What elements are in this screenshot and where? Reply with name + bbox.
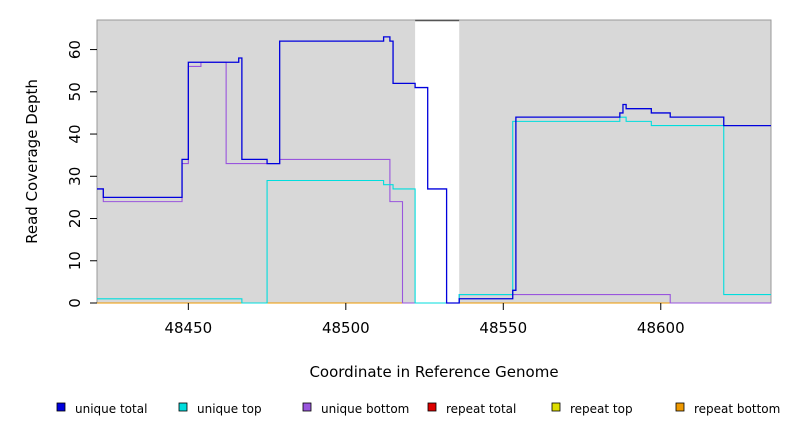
legend-label: unique top (197, 402, 262, 416)
x-tick-label: 48450 (164, 319, 212, 337)
legend-label: unique total (75, 402, 147, 416)
legend-swatch (551, 402, 561, 412)
x-tick-label: 48500 (322, 319, 370, 337)
y-tick-label: 30 (66, 167, 84, 186)
legend-label: repeat total (446, 402, 516, 416)
legend-swatch (675, 402, 685, 412)
y-axis-label: Read Coverage Depth (23, 79, 41, 244)
x-tick-label: 48550 (479, 319, 527, 337)
legend-swatch (56, 402, 66, 412)
y-axis: 0 10 20 30 40 50 60 (66, 40, 97, 308)
series-lines (97, 36, 771, 304)
legend-swatch (302, 402, 312, 412)
x-axis: 48450 48500 48550 48600 (164, 303, 685, 337)
legend-label: repeat bottom (694, 402, 780, 416)
x-axis-label: Coordinate in Reference Genome (309, 363, 558, 381)
y-tick-label: 40 (66, 124, 84, 143)
legend-label: repeat top (570, 402, 633, 416)
y-tick-label: 0 (66, 298, 84, 308)
gap-regions (415, 19, 460, 303)
y-tick-label: 10 (66, 251, 84, 270)
gap-region (415, 20, 460, 303)
legend: unique total unique top unique bottom repea… (56, 402, 780, 416)
legend-swatch (178, 402, 188, 412)
legend-swatch (427, 402, 437, 412)
y-tick-label: 50 (66, 82, 84, 101)
y-tick-label: 20 (66, 209, 84, 228)
legend-label: unique bottom (321, 402, 409, 416)
series-line-unique-total (97, 36, 771, 304)
y-tick-label: 60 (66, 40, 84, 59)
x-tick-label: 48600 (637, 319, 685, 337)
